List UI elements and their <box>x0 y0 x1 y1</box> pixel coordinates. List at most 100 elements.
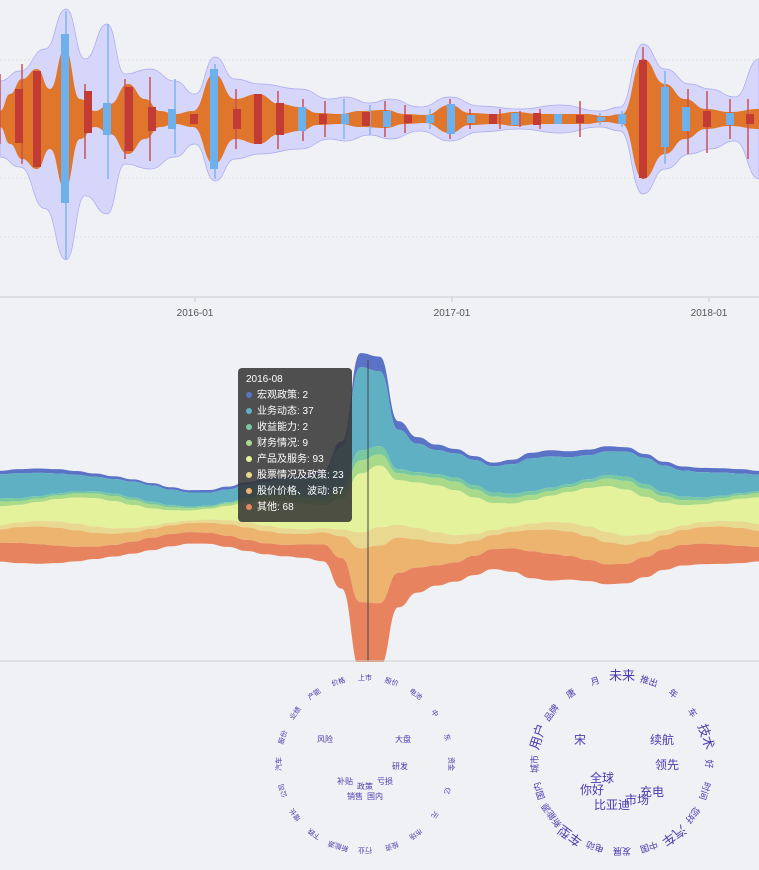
wordcloud-area: 上市 股价电池中东资金亿元市场投资行业新能源下跌增长公司汽车股份业绩产能价格风险大… <box>274 669 717 857</box>
cloud-word: 技术 <box>694 722 716 751</box>
tooltip-rows: 宏观政策: 2 业务动态: 37 收益能力: 2 财务情况: 9 产品及服务: 93 股票… <box>246 388 344 516</box>
cloud-word: 亏损 <box>377 776 393 786</box>
cloud-word: 电池 <box>408 686 425 702</box>
tooltip-row: 收益能力: 2 <box>246 420 344 436</box>
cloud-word: 市场 <box>625 792 649 807</box>
stream-layer[interactable] <box>0 465 759 536</box>
stream-layer[interactable] <box>0 446 759 509</box>
stream-layers <box>0 353 759 662</box>
cloud-word: 领先 <box>655 758 679 772</box>
cloud-word: 续航 <box>650 732 674 747</box>
violin-box <box>746 114 754 124</box>
cloud-word: 产能 <box>306 686 323 702</box>
cloud-word: 亿 <box>442 786 453 795</box>
stream-tooltip: 2016-08 宏观政策: 2 业务动态: 37 收益能力: 2 财务情况: 9 产品及… <box>238 368 352 522</box>
violin-box <box>383 111 391 127</box>
violin-box <box>597 117 605 121</box>
cloud-word: 行业 <box>358 846 372 855</box>
cloud-word: 汽车 <box>658 821 688 849</box>
tooltip-title: 2016-08 <box>246 374 283 385</box>
cloud-word: 新能源 <box>327 839 350 854</box>
x-tick-label: 2017-01 <box>434 308 471 319</box>
gridlines <box>0 59 759 238</box>
cloud-word: 市场 <box>408 826 425 842</box>
violin-box <box>254 94 262 144</box>
cloud-word: 资金 <box>447 757 456 771</box>
stream-layer[interactable] <box>0 454 759 511</box>
cloud-word: 充电 <box>640 784 664 799</box>
cloud-word: 大盘 <box>395 734 411 744</box>
cloud-word: 投资 <box>384 840 400 853</box>
cloud-word: 全球 <box>590 770 614 785</box>
violin-box <box>726 113 734 125</box>
violin-box <box>15 89 23 143</box>
violin-box <box>233 109 241 129</box>
violin-marks <box>0 11 759 259</box>
x-tick-label: 2018-01 <box>691 308 728 319</box>
violin-box <box>33 71 41 167</box>
stream-layer[interactable] <box>0 367 759 507</box>
x-tick-label: 2016-01 <box>177 308 214 319</box>
violin-box <box>703 111 711 127</box>
violin-box <box>639 60 647 178</box>
cloud-word: 发展 <box>613 845 631 857</box>
x-axis-ticks: 2016-01 2017-01 2018-01 <box>177 297 728 319</box>
stream-layer[interactable] <box>0 522 759 604</box>
cloud-word: 品牌 <box>541 702 561 724</box>
cloud-word: 推出 <box>638 673 659 690</box>
cloud-word: 元 <box>429 809 440 819</box>
cloud-word: 国内 <box>531 780 548 801</box>
cloud-word: 比亚迪 <box>594 798 630 812</box>
violin-box <box>341 114 349 124</box>
stream-layer[interactable] <box>0 532 759 662</box>
cloud-word: 新能源 <box>539 801 565 830</box>
violin-timeline-chart: 2016-01 2017-01 2018-01 <box>0 8 759 319</box>
cloud-word: 好 <box>703 759 715 768</box>
cloud-word: 中 <box>429 708 440 719</box>
tooltip-row-text: 财务情况: 9 <box>257 438 309 449</box>
cloud-word: 股份 <box>276 729 289 745</box>
tooltip-row-text: 其他: 68 <box>257 502 294 513</box>
cloud-word: 您好 <box>682 804 702 826</box>
violin-box <box>533 113 541 125</box>
cloud-word: 研发 <box>392 761 408 771</box>
cloud-word: 下跌 <box>306 826 323 842</box>
tooltip-row-text: 股价价格、波动: 87 <box>257 486 344 497</box>
violin-box <box>447 104 455 134</box>
violin-box <box>148 107 156 131</box>
violin-box <box>125 87 133 151</box>
violin-box <box>190 114 198 124</box>
violin-box <box>319 114 327 124</box>
cloud-word: 政策 <box>357 781 373 791</box>
tooltip-row-text: 收益能力: 2 <box>257 422 309 433</box>
series-color-dot <box>246 392 252 399</box>
violin-box <box>61 34 69 203</box>
tooltip-row-text: 产品及服务: 93 <box>257 454 324 465</box>
cloud-word: 国内 <box>367 791 383 801</box>
cloud-word: 上市 <box>358 673 372 682</box>
cloud-word: 中国 <box>638 838 659 855</box>
cloud-word: 唐 <box>564 686 578 701</box>
cloud-word: 用户 <box>527 722 550 752</box>
violin-box <box>576 115 584 123</box>
cloud-word: 销售 <box>347 791 363 801</box>
cloud-word: 年 <box>666 686 680 701</box>
cloud-word: 股价 <box>384 676 400 688</box>
violin-box <box>554 114 562 124</box>
violin-box <box>661 87 669 147</box>
cloud-word: 汽车 <box>274 757 283 771</box>
cloud-word: 价格 <box>330 675 346 688</box>
violin-box <box>426 115 434 123</box>
violin-box <box>511 113 519 125</box>
violin-box <box>618 114 626 124</box>
violin-box <box>210 69 218 169</box>
stream-layer[interactable] <box>0 519 759 549</box>
series-color-dot <box>246 408 252 415</box>
tooltip-row: 宏观政策: 2 <box>246 388 344 404</box>
envelope-area <box>0 8 759 261</box>
themeriver-chart[interactable] <box>0 300 759 662</box>
violin-box <box>276 103 284 135</box>
tooltip-row: 产品及服务: 93 <box>246 452 344 468</box>
